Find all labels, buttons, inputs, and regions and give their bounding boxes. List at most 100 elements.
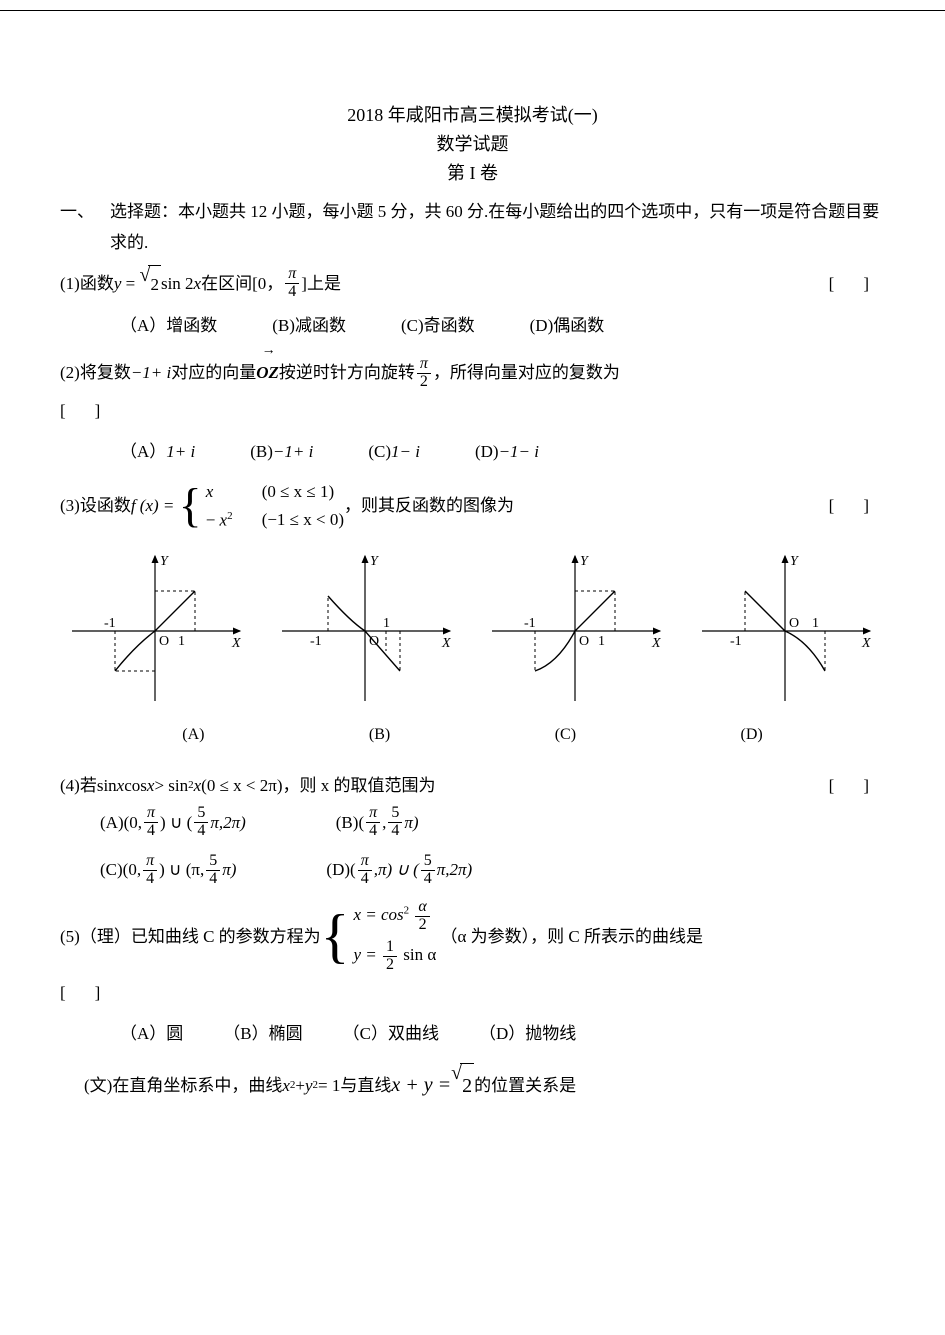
q5w-prefix: (文)在直角坐标系中，曲线 (84, 1067, 282, 1104)
gd-one: 1 (812, 616, 819, 631)
graph-a: Y X O -1 1 (60, 541, 255, 711)
q1-prefix: (1)函数 (60, 265, 114, 302)
q5-option-a: （A）圆 (120, 1015, 183, 1052)
q4-x1: x (117, 767, 125, 804)
q1-sin: sin 2 (161, 265, 194, 302)
q4-d-f1n: π (358, 853, 372, 871)
q2-z: −1+ i (131, 354, 171, 391)
q4-a-f2n: 5 (194, 805, 208, 823)
fraction-icon: π 2 (417, 356, 431, 391)
q4-d-close: π,2π) (437, 851, 472, 888)
ga-o: O (159, 634, 169, 649)
q4-b-f1d: 4 (366, 823, 380, 840)
q5-c2n: 1 (383, 939, 397, 957)
q1-four: 4 (285, 284, 299, 301)
q5w-suffix: 的位置关系是 (474, 1067, 576, 1104)
title-line-2: 数学试题 (60, 130, 885, 159)
gb-neg1: -1 (310, 634, 322, 649)
q5-c1s: 2 (404, 904, 410, 916)
q5-c2r: sin α (403, 946, 436, 965)
q4-c-cup: ) ∪ (π, (159, 851, 204, 888)
q5-c2l: y = (353, 946, 381, 965)
q2-b-val: −1+ i (273, 433, 313, 470)
q5w-sqrt: 2 (462, 1064, 472, 1108)
q1-option-d: (D)偶函数 (530, 307, 605, 344)
ga-dash1 (115, 631, 155, 671)
q4-a-open: (0, (124, 804, 142, 841)
q1-mid: 在区间[0， (201, 265, 283, 302)
section-number: 一、 (60, 197, 110, 258)
gb-one: 1 (383, 616, 390, 631)
q2-a-val: 1+ i (166, 433, 195, 470)
q4-cos: cos (124, 767, 147, 804)
q4-d-f2d: 4 (421, 871, 435, 888)
q2-a-label: （A） (120, 433, 166, 470)
graph-d: Y X O -1 1 (690, 541, 885, 711)
q4-gt: > sin (154, 767, 188, 804)
q4-d-f1d: 4 (358, 871, 372, 888)
title-line-1: 2018 年咸阳市高三模拟考试(一) (60, 101, 885, 130)
q4-cond: (0 ≤ x < 2π) (201, 767, 282, 804)
q5-prefix: (5)（理）已知曲线 C 的参数方程为 (60, 918, 321, 955)
q3-bracket: [ ] (829, 487, 885, 524)
section-1-heading: 一、 选择题：本小题共 12 小题，每小题 5 分，共 60 分.在每小题给出的… (60, 197, 885, 258)
question-3: (3)设函数 f (x) = { x (0 ≤ x ≤ 1) − x2 (−1 … (60, 481, 885, 753)
q4-d-mid: ,π) ∪ ( (374, 851, 419, 888)
exam-page: 2018 年咸阳市高三模拟考试(一) 数学试题 第 I 卷 一、 选择题：本小题… (0, 10, 945, 1154)
q4-a-pi: π,2π) (210, 804, 245, 841)
sqrt-icon: √2 (139, 265, 160, 303)
q1-bracket: [ ] (829, 265, 885, 302)
q3-label-a: (A) (182, 717, 204, 752)
q3-label-d: (D) (741, 717, 763, 752)
q4-options: (A) (0, π4 ) ∪ ( 54 π,2π) (B) ( π4 , 54 … (100, 804, 885, 889)
q5-c1d: 2 (416, 917, 430, 934)
q2-bracket: [ ] (60, 401, 116, 420)
q2-oz: OZ (256, 363, 279, 382)
q4-d-label: (D) (326, 851, 350, 888)
q4-c-f2n: 5 (206, 853, 220, 871)
gb-curve (328, 596, 400, 671)
q1-option-a: （A）增函数 (120, 307, 217, 344)
q2-options: （A）1+ i (B) −1+ i (C) 1− i (D) −1− i (120, 433, 885, 470)
q4-option-a: (A) (0, π4 ) ∪ ( 54 π,2π) (100, 804, 246, 841)
q1-pi: π (285, 266, 299, 284)
q3-case2-sup: 2 (227, 510, 233, 522)
q1-x: x (194, 265, 202, 302)
q3-prefix: (3)设函数 (60, 487, 131, 524)
q4-option-d: (D) ( π4 ,π) ∪ ( 54 π,2π) (326, 851, 472, 888)
ga-x: X (231, 636, 241, 651)
q1-option-c: (C)奇函数 (401, 307, 475, 344)
q3-suffix: ，则其反函数的图像为 (344, 487, 514, 524)
ga-y: Y (160, 554, 170, 569)
q4-c-close: π) (222, 851, 236, 888)
q2-option-d: (D) −1− i (475, 433, 539, 470)
graph-b: Y X O -1 1 (270, 541, 465, 711)
q4-b-comma: , (382, 804, 386, 841)
q5w-eq2: x + y = (391, 1063, 451, 1107)
q4-c-f2d: 4 (206, 871, 220, 888)
q4-sin: sin (97, 767, 117, 804)
q3-label-b: (B) (369, 717, 390, 752)
gd-o: O (789, 616, 799, 631)
q2-d-val: −1− i (499, 433, 539, 470)
q2-two: 2 (417, 374, 431, 391)
ga-neg1: -1 (104, 616, 116, 631)
q4-option-b: (B) ( π4 , 54 π) (336, 804, 419, 841)
q5w-y: y (305, 1067, 313, 1104)
piecewise-icon: { x = cos2 α2 y = 12 si (321, 899, 437, 974)
q2-suffix: ，所得向量对应的复数为 (433, 354, 620, 391)
q2-option-a: （A）1+ i (120, 433, 195, 470)
q4-b-f2n: 5 (388, 805, 402, 823)
q4-suffix: ，则 x 的取值范围为 (283, 767, 436, 804)
q2-b-label: (B) (250, 433, 273, 470)
question-2: (2)将复数 −1+ i 对应的向量 → OZ 按逆时针方向旋转 π 2 ，所得… (60, 354, 885, 470)
q3-case1-l: x (206, 481, 244, 503)
gb-y: Y (370, 554, 380, 569)
q5-c1n: α (415, 899, 429, 917)
gc-one: 1 (598, 634, 605, 649)
q5w-x: x (282, 1067, 290, 1104)
gc-y: Y (580, 554, 590, 569)
q1-options: （A）增函数 (B)减函数 (C)奇函数 (D)偶函数 (120, 307, 885, 344)
q4-x3: x (194, 767, 202, 804)
q4-option-c: (C) (0, π4 ) ∪ (π, 54 π) (100, 851, 236, 888)
